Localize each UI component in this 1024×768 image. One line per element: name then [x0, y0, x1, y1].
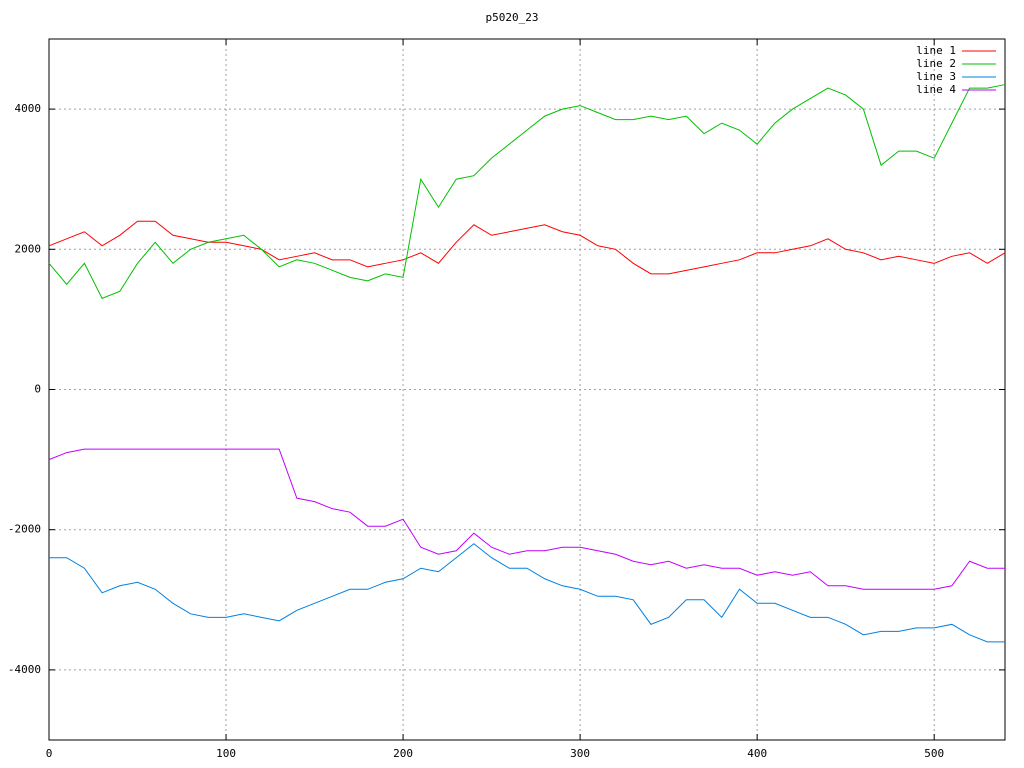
y-tick-label: -2000 — [8, 523, 41, 536]
legend-label: line 4 — [916, 83, 956, 96]
x-tick-label: 500 — [924, 747, 944, 760]
series-line — [48, 448, 1005, 590]
legend-label: line 3 — [916, 70, 956, 83]
x-tick-label: 200 — [393, 747, 413, 760]
plot-frame — [48, 38, 1006, 741]
legend-label: line 1 — [916, 44, 956, 57]
series-line — [48, 84, 1006, 300]
y-tick-label: 2000 — [15, 242, 42, 255]
x-tick-label: 300 — [570, 747, 590, 760]
chart-title: p5020_23 — [486, 11, 539, 24]
series-line — [48, 220, 1006, 275]
series-line — [49, 543, 1005, 643]
y-tick-label: 0 — [34, 383, 41, 396]
y-tick-label: -4000 — [8, 663, 41, 676]
x-tick-label: 400 — [747, 747, 767, 760]
x-tick-label: 100 — [216, 747, 236, 760]
x-tick-label: 0 — [46, 747, 53, 760]
legend-label: line 2 — [916, 57, 956, 70]
y-tick-label: 4000 — [15, 102, 42, 115]
